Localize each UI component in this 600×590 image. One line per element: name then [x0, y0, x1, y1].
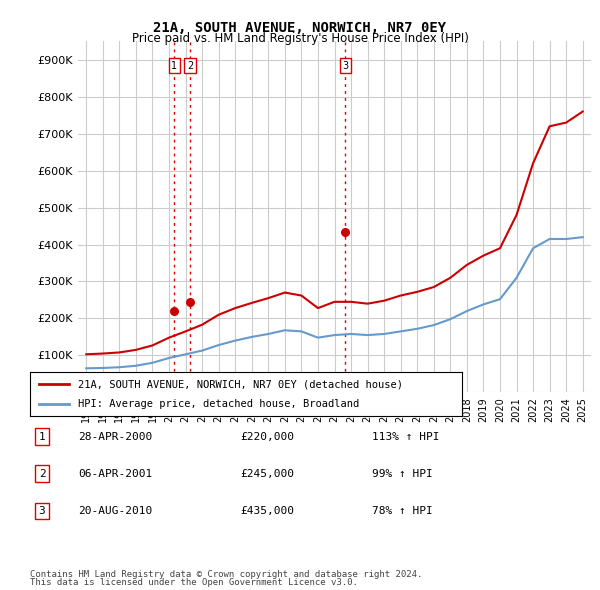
Text: This data is licensed under the Open Government Licence v3.0.: This data is licensed under the Open Gov…	[30, 578, 358, 587]
Text: Contains HM Land Registry data © Crown copyright and database right 2024.: Contains HM Land Registry data © Crown c…	[30, 571, 422, 579]
Text: 2: 2	[187, 61, 193, 71]
Text: 21A, SOUTH AVENUE, NORWICH, NR7 0EY: 21A, SOUTH AVENUE, NORWICH, NR7 0EY	[154, 21, 446, 35]
Text: £435,000: £435,000	[240, 506, 294, 516]
Text: 28-APR-2000: 28-APR-2000	[78, 432, 152, 441]
Text: Price paid vs. HM Land Registry's House Price Index (HPI): Price paid vs. HM Land Registry's House …	[131, 32, 469, 45]
Text: 1: 1	[38, 432, 46, 441]
Point	[170, 306, 179, 316]
Text: 1: 1	[171, 61, 178, 71]
Text: £245,000: £245,000	[240, 469, 294, 478]
Text: 78% ↑ HPI: 78% ↑ HPI	[372, 506, 433, 516]
Text: 3: 3	[342, 61, 348, 71]
Text: 06-APR-2001: 06-APR-2001	[78, 469, 152, 478]
Text: 3: 3	[38, 506, 46, 516]
Text: 113% ↑ HPI: 113% ↑ HPI	[372, 432, 439, 441]
Text: 20-AUG-2010: 20-AUG-2010	[78, 506, 152, 516]
Text: 99% ↑ HPI: 99% ↑ HPI	[372, 469, 433, 478]
Text: 21A, SOUTH AVENUE, NORWICH, NR7 0EY (detached house): 21A, SOUTH AVENUE, NORWICH, NR7 0EY (det…	[77, 379, 403, 389]
Text: £220,000: £220,000	[240, 432, 294, 441]
Point	[185, 297, 195, 307]
Point	[340, 227, 350, 237]
Text: 2: 2	[38, 469, 46, 478]
Text: HPI: Average price, detached house, Broadland: HPI: Average price, detached house, Broa…	[77, 399, 359, 408]
